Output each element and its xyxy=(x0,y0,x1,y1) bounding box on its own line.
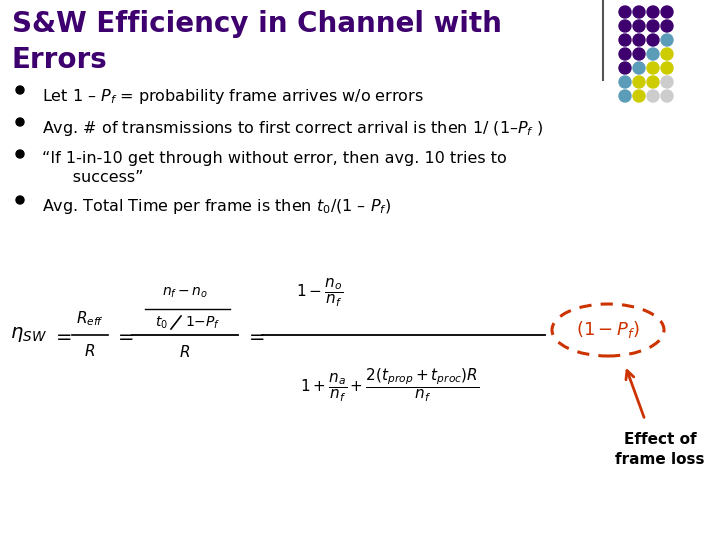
Circle shape xyxy=(633,76,645,88)
Text: $1-\dfrac{n_o}{n_f}$: $1-\dfrac{n_o}{n_f}$ xyxy=(297,277,343,309)
Circle shape xyxy=(647,48,659,60)
Circle shape xyxy=(633,62,645,74)
Circle shape xyxy=(633,48,645,60)
Circle shape xyxy=(661,76,673,88)
Circle shape xyxy=(619,34,631,46)
Circle shape xyxy=(633,34,645,46)
Circle shape xyxy=(619,6,631,18)
Text: $\eta_{SW}$: $\eta_{SW}$ xyxy=(10,326,47,345)
Circle shape xyxy=(619,90,631,102)
Text: $R$: $R$ xyxy=(179,344,191,360)
Text: Effect of
frame loss: Effect of frame loss xyxy=(616,432,705,467)
Circle shape xyxy=(661,34,673,46)
Text: $R_{eff}$: $R_{eff}$ xyxy=(76,309,104,328)
Circle shape xyxy=(16,196,24,204)
Circle shape xyxy=(16,118,24,126)
Circle shape xyxy=(647,34,659,46)
Text: $(1-P_f)$: $(1-P_f)$ xyxy=(576,320,640,341)
Circle shape xyxy=(619,76,631,88)
Text: $=$: $=$ xyxy=(245,326,265,345)
Circle shape xyxy=(619,48,631,60)
Text: “If 1-in-10 get through without error, then avg. 10 tries to
      success”: “If 1-in-10 get through without error, t… xyxy=(42,151,507,185)
Circle shape xyxy=(16,150,24,158)
Text: $t_0$: $t_0$ xyxy=(155,315,168,331)
Text: Avg. # of transmissions to first correct arrival is then 1/ (1–$P_f$ ): Avg. # of transmissions to first correct… xyxy=(42,119,544,138)
Circle shape xyxy=(647,90,659,102)
Text: Avg. Total Time per frame is then $t_0$/(1 – $P_f$): Avg. Total Time per frame is then $t_0$/… xyxy=(42,197,391,216)
Circle shape xyxy=(647,76,659,88)
Circle shape xyxy=(619,20,631,32)
Circle shape xyxy=(661,90,673,102)
Circle shape xyxy=(633,20,645,32)
Circle shape xyxy=(647,6,659,18)
Circle shape xyxy=(661,20,673,32)
Circle shape xyxy=(16,86,24,94)
Text: $n_f - n_o$: $n_f - n_o$ xyxy=(162,286,208,300)
Circle shape xyxy=(661,48,673,60)
Circle shape xyxy=(647,62,659,74)
Circle shape xyxy=(661,6,673,18)
Circle shape xyxy=(619,62,631,74)
Text: $=$: $=$ xyxy=(52,326,72,345)
Text: $1+\dfrac{n_a}{n_f}+\dfrac{2(t_{prop}+t_{proc})R}{n_f}$: $1+\dfrac{n_a}{n_f}+\dfrac{2(t_{prop}+t_… xyxy=(300,366,480,403)
Text: Let 1 – $P_f$ = probability frame arrives w/o errors: Let 1 – $P_f$ = probability frame arrive… xyxy=(42,87,424,106)
Circle shape xyxy=(661,62,673,74)
Text: $=$: $=$ xyxy=(114,326,134,345)
Circle shape xyxy=(633,90,645,102)
Text: S&W Efficiency in Channel with: S&W Efficiency in Channel with xyxy=(12,10,502,38)
Circle shape xyxy=(633,6,645,18)
Text: Errors: Errors xyxy=(12,46,108,74)
Text: $R$: $R$ xyxy=(84,343,96,359)
Text: $1{-}P_f$: $1{-}P_f$ xyxy=(185,315,221,331)
Circle shape xyxy=(647,20,659,32)
